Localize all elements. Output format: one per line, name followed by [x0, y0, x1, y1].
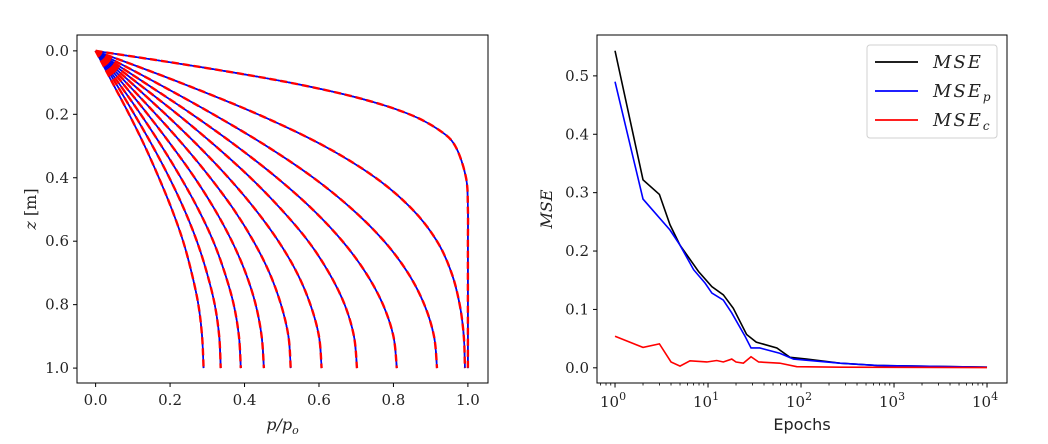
curves-group	[94, 49, 470, 369]
x-tick-label: 0.6	[307, 391, 331, 409]
legend-label: MSE	[932, 52, 983, 73]
right-axes-frame	[596, 34, 1008, 384]
x-tick-label-exponent: 0	[619, 390, 626, 403]
legend-label-main: MSE	[932, 110, 983, 131]
legend-label-sub: p	[983, 90, 991, 104]
y-tick-label: 0.0	[45, 42, 69, 60]
x-tick-label: 0.4	[233, 391, 257, 409]
x-tick-label-base: 10	[972, 393, 991, 411]
x-axis-label: p/po	[266, 415, 299, 437]
x-tick-label-base: 10	[786, 393, 805, 411]
legend-label-sub: c	[983, 119, 990, 133]
legend-label-main: MSE	[932, 81, 983, 102]
x-tick-label: 104	[972, 390, 998, 411]
profile-curve-9-blue	[95, 50, 466, 369]
legend-label-main: MSE	[932, 52, 983, 73]
x-tick-label: 1.0	[456, 391, 480, 409]
x-tick-label-exponent: 3	[898, 390, 905, 403]
profile-curve-2-red-dashed	[94, 50, 243, 369]
y-axis-label: MSE	[537, 189, 556, 229]
x-tick-label: 102	[786, 390, 812, 411]
x-tick-label-exponent: 4	[991, 390, 998, 403]
profile-curve-7-red-dashed	[94, 49, 398, 369]
y-tick-label: 0.2	[565, 242, 589, 260]
profile-curve-0-red-dashed	[94, 50, 205, 369]
left-plot-pressure-profiles: 0.0 0.2 0.4 0.6 0.8 1.0 0.0 0.2 0.4 0.6 0.8 1.0 p/po…	[21, 34, 489, 437]
profile-curve-6-red-dashed	[94, 49, 359, 369]
y-axis-label-unit: [m]	[21, 188, 40, 221]
legend-box	[866, 44, 998, 139]
left-axes-frame	[76, 34, 489, 384]
x-tick-label: 0.0	[84, 391, 108, 409]
x-axis-label: Epochs	[773, 415, 830, 434]
y-tick-label: 0.5	[565, 67, 589, 85]
profile-curve-3-red-dashed	[94, 50, 266, 369]
x-tick-label-base: 10	[600, 393, 619, 411]
y-tick-label: 1.0	[45, 359, 69, 377]
y-tick-label: 0.4	[565, 125, 589, 143]
y-tick-label: 0.1	[565, 300, 589, 318]
x-tick-label-base: 10	[693, 393, 712, 411]
right-plot-mse-history: 100 101 102 103 1040.00.10.20.30.40.5EpochsM…	[537, 34, 1008, 434]
y-tick-label: 0.0	[565, 359, 589, 377]
y-tick-label: 0.8	[45, 296, 69, 314]
x-tick-label-base: 10	[879, 393, 898, 411]
series-line-mse-p	[614, 81, 988, 369]
legend-label: MSEc	[932, 110, 990, 133]
x-tick-label: 100	[600, 390, 626, 411]
y-tick-label: 0.3	[565, 184, 589, 202]
profile-curve-8-red-dashed	[95, 49, 439, 369]
x-tick-label: 103	[879, 390, 905, 411]
profile-curve-5-red-dashed	[94, 49, 323, 369]
x-axis-label-sub: o	[292, 424, 299, 437]
x-tick-label-exponent: 1	[712, 390, 719, 403]
y-axis-label: z [m]	[21, 188, 40, 230]
y-axis-label-var: z	[21, 221, 40, 231]
x-tick-label: 101	[693, 390, 719, 411]
series-line-mse-c	[614, 335, 988, 369]
profile-curve-10-red-dashed	[95, 49, 470, 369]
profile-curve-4-red-dashed	[94, 50, 292, 369]
profile-curve-1-red-dashed	[94, 50, 222, 369]
x-axis-label-main: p/p	[266, 415, 292, 434]
y-tick-label: 0.6	[45, 232, 69, 250]
x-tick-label-exponent: 2	[805, 390, 812, 403]
x-tick-label: 0.8	[382, 391, 406, 409]
y-tick-label: 0.4	[45, 169, 69, 187]
x-tick-label: 0.2	[158, 391, 182, 409]
legend-label: MSEp	[932, 81, 991, 104]
y-tick-label: 0.2	[45, 105, 69, 123]
